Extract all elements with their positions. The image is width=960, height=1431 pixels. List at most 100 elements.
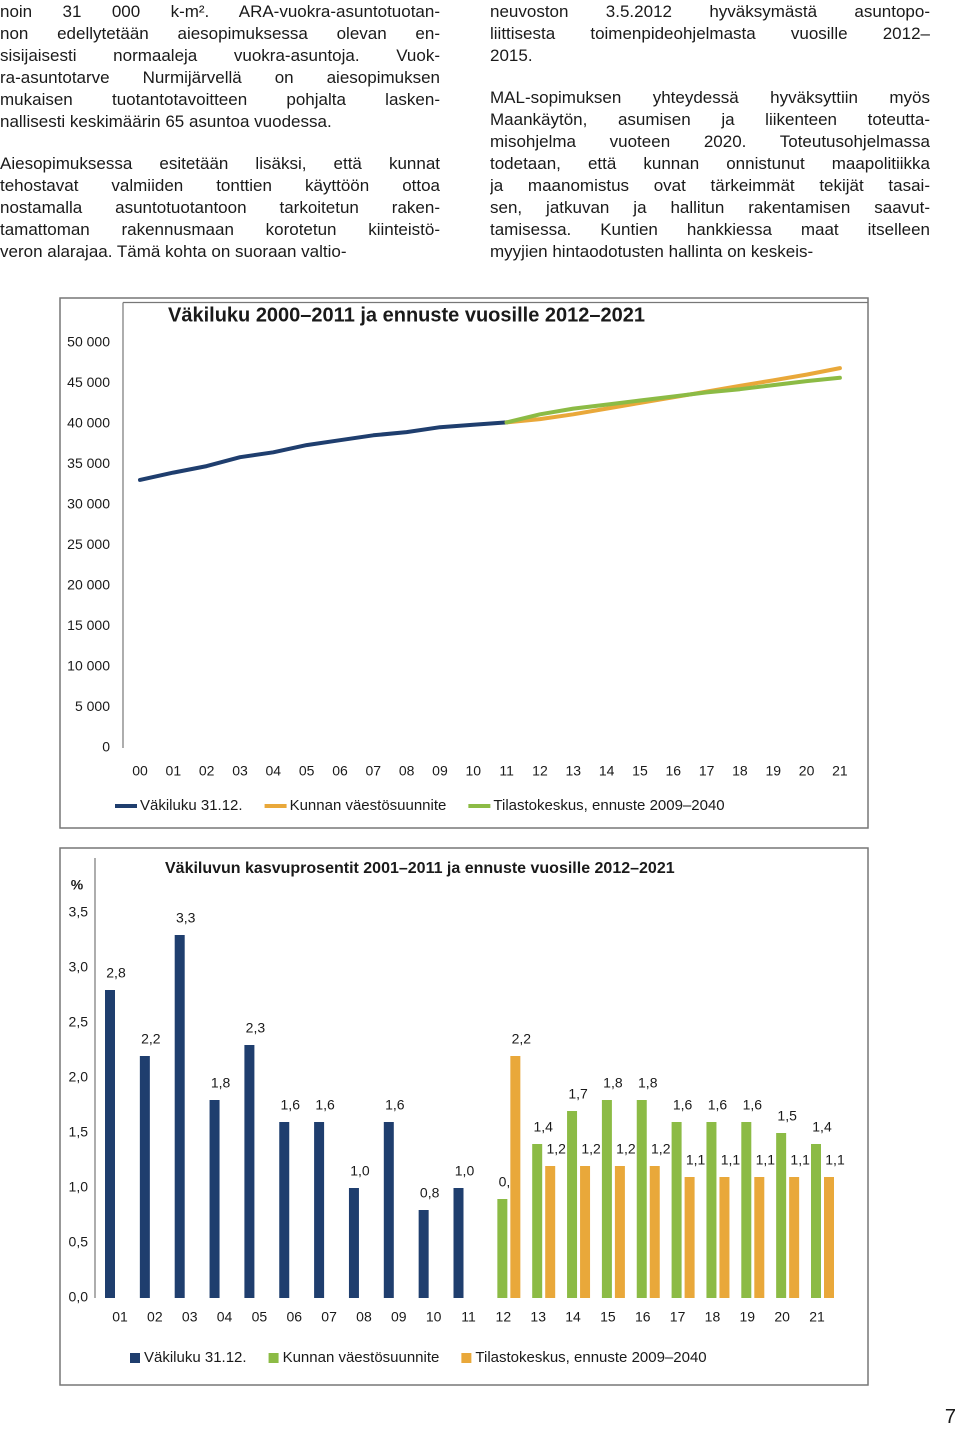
y-tick-label: 40 000 [67, 415, 110, 431]
x-tick-label: 11 [499, 763, 514, 779]
text-line: tehostavat valmiiden tonttien käyttöön o… [0, 176, 440, 195]
y-tick-label: 15 000 [67, 617, 110, 633]
value-label: 2,2 [512, 1031, 532, 1047]
value-label: 1,6 [281, 1097, 301, 1113]
value-label: 1,2 [651, 1141, 671, 1157]
left-column: noin 31 000 k-m². ARA-vuokra-asuntotuota… [0, 1, 440, 283]
y-tick-label: 0,0 [69, 1289, 89, 1305]
y-tick-label: 3,5 [69, 904, 89, 920]
x-tick-label: 12 [496, 1309, 512, 1325]
x-tick-label: 12 [532, 763, 548, 779]
bar [719, 1177, 730, 1298]
bar [314, 1122, 325, 1298]
legend-label: Väkiluku 31.12. [144, 1349, 247, 1366]
y-tick-label: 0 [102, 739, 110, 755]
bar [244, 1045, 255, 1298]
chart: Väkiluku 2000–2011 ja ennuste vuosille 2… [59, 297, 869, 829]
x-tick-label: 06 [332, 763, 348, 779]
value-label: 1,6 [673, 1097, 693, 1113]
x-tick-label: 14 [565, 1309, 581, 1325]
x-tick-label: 03 [232, 763, 248, 779]
x-tick-label: 09 [391, 1309, 407, 1325]
value-label: 1,6 [315, 1097, 335, 1113]
value-label: 1,7 [568, 1086, 588, 1102]
bar [649, 1166, 660, 1298]
bar [614, 1166, 625, 1298]
text-line: tamattoman rakennusmaan korotetun kiinte… [0, 220, 440, 239]
y-tick-label: 20 000 [67, 577, 110, 593]
bar [671, 1122, 682, 1298]
value-label: 1,0 [455, 1163, 475, 1179]
bar [567, 1111, 578, 1298]
text-line: Aiesopimuksessa esitetään lisäksi, että … [0, 154, 440, 173]
chart-frame [59, 847, 869, 1386]
x-tick-label: 21 [809, 1309, 825, 1325]
bar [684, 1177, 695, 1298]
legend-label: Kunnan väestösuunnite [283, 1349, 440, 1366]
x-tick-label: 21 [832, 763, 848, 779]
value-label: 1,8 [603, 1075, 623, 1091]
x-tick-label: 09 [432, 763, 448, 779]
chart-frame [59, 297, 869, 829]
bar [545, 1166, 556, 1298]
value-label: 1,1 [686, 1152, 706, 1168]
x-tick-label: 04 [266, 763, 282, 779]
x-tick-label: 17 [699, 763, 715, 779]
y-tick-label: 0,5 [69, 1234, 89, 1250]
text-line: liittisesta toimenpideohjelmasta vuosill… [490, 24, 930, 43]
value-label: 1,6 [743, 1097, 763, 1113]
legend-label: Tilastokeskus, ennuste 2009–2040 [493, 797, 724, 814]
text-line: myyjien hintaodotusten hallinta on keske… [490, 242, 814, 261]
text-line: non edellytetään aiesopimuksessa olevan … [0, 24, 440, 43]
page-number: 7 [944, 1406, 956, 1428]
x-tick-label: 01 [166, 763, 182, 779]
x-tick-label: 04 [217, 1309, 233, 1325]
value-label: 1,6 [385, 1097, 405, 1113]
chart-title: Väkiluku 2000–2011 ja ennuste vuosille 2… [168, 304, 645, 326]
value-label: 1,1 [756, 1152, 776, 1168]
bar [139, 1056, 150, 1298]
y-tick-label: 35 000 [67, 455, 110, 471]
value-label: 1,1 [790, 1152, 810, 1168]
legend-swatch [461, 1353, 472, 1363]
legend-label: Väkiluku 31.12. [140, 797, 243, 814]
text-line: nallisesti keskimäärin 65 asuntoa vuodes… [0, 112, 332, 131]
legend-swatch [130, 1353, 140, 1363]
text-line: ra-asuntotarve Nurmijärvellä on aiesopim… [0, 68, 440, 87]
right-column: neuvoston 3.5.2012 hyväksymästä asuntopo… [490, 1, 930, 283]
bar [580, 1166, 591, 1298]
bar [811, 1144, 821, 1298]
bar [453, 1188, 464, 1298]
value-label: 1,2 [581, 1141, 601, 1157]
bar [824, 1177, 834, 1298]
y-tick-label: 45 000 [67, 374, 110, 390]
text-line: sen, jatkuvan ja hallitun rakentamisen s… [490, 198, 930, 217]
bar [706, 1122, 717, 1298]
value-label: 1,6 [708, 1097, 728, 1113]
x-tick-label: 11 [461, 1309, 476, 1325]
value-label: 2,8 [106, 965, 126, 981]
text-line: sisijaisesti normaaleja vuokra-asuntoja.… [0, 46, 440, 65]
x-tick-label: 05 [299, 763, 315, 779]
x-tick-label: 18 [732, 763, 748, 779]
x-tick-label: 15 [632, 763, 648, 779]
bar [510, 1056, 521, 1298]
x-tick-label: 15 [600, 1309, 616, 1325]
bar [497, 1199, 508, 1298]
y-tick-label: 1,0 [69, 1179, 89, 1195]
text-line: mukaisen tuotantotavoitteen pohjalta las… [0, 90, 440, 109]
x-tick-label: 00 [132, 763, 148, 779]
chart-title: Väkiluvun kasvuprosentit 2001–2011 ja en… [165, 860, 675, 877]
x-tick-label: 01 [112, 1309, 128, 1325]
x-tick-label: 13 [530, 1309, 546, 1325]
x-tick-label: 10 [426, 1309, 442, 1325]
value-label: 1,2 [546, 1141, 566, 1157]
y-tick-label: 2,0 [69, 1069, 89, 1085]
paragraph: neuvoston 3.5.2012 hyväksymästä asuntopo… [490, 1, 930, 67]
y-tick-label: 2,5 [69, 1014, 89, 1030]
value-label: 1,4 [812, 1119, 832, 1135]
value-label: 3,3 [176, 910, 196, 926]
text-line: MAL-sopimuksen yhteydessä hyväksyttiin m… [490, 88, 930, 107]
y-tick-label: 3,0 [69, 959, 89, 975]
